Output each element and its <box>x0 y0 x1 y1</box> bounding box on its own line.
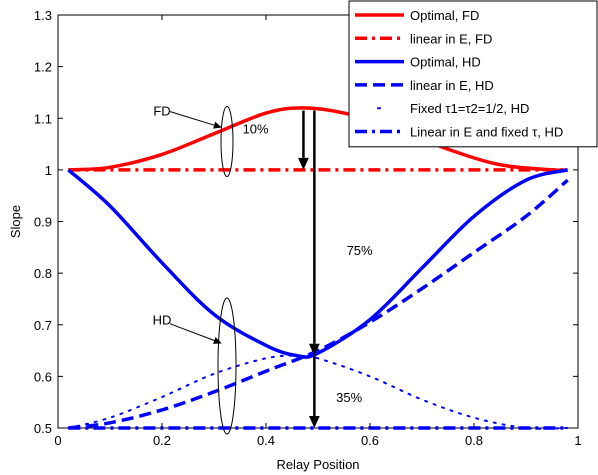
y-tick-label: 0.7 <box>34 318 52 333</box>
annotation-2: 10% <box>243 122 269 137</box>
annotation-0: FD <box>153 104 170 119</box>
legend-label-3: linear in E, HD <box>410 78 494 93</box>
legend-label-5: Linear in E and fixed τ, HD <box>410 125 563 140</box>
y-tick-label: 1.2 <box>34 60 52 75</box>
annotation-1: HD <box>153 313 172 328</box>
x-tick-label: 0.4 <box>257 433 275 448</box>
legend-label-1: linear in E, FD <box>410 31 492 46</box>
y-axis-label: Slope <box>8 205 23 238</box>
legend-label-0: Optimal, FD <box>410 8 479 23</box>
y-tick-label: 0.5 <box>34 421 52 436</box>
x-tick-label: 0.8 <box>465 433 483 448</box>
annotation-4: 35% <box>336 390 362 405</box>
x-tick-label: 0.2 <box>153 433 171 448</box>
x-tick-label: 0 <box>54 433 61 448</box>
x-axis-label: Relay Position <box>276 457 359 472</box>
legend-label-2: Optimal, HD <box>410 55 481 70</box>
legend: Optimal, FD linear in E, FD Optimal, HD lin… <box>349 1 597 147</box>
annotation-3: 75% <box>347 243 373 258</box>
x-tick-label: 0.6 <box>361 433 379 448</box>
y-tick-label: 1.1 <box>34 111 52 126</box>
y-tick-label: 0.9 <box>34 215 52 230</box>
legend-label-4: Fixed τ1=τ2=1/2, HD <box>410 101 529 116</box>
y-tick-label: 1.3 <box>34 8 52 23</box>
y-tick-label: 0.8 <box>34 266 52 281</box>
x-tick-label: 1 <box>574 433 581 448</box>
y-tick-label: 1 <box>45 163 52 178</box>
y-tick-label: 0.6 <box>34 369 52 384</box>
